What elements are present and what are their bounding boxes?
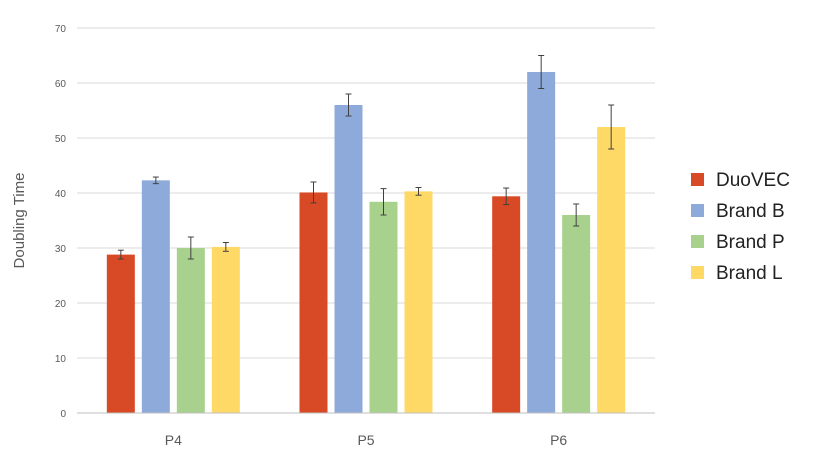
y-axis-ticks: 0 10 20 30 40 50 60 70 bbox=[55, 24, 67, 420]
error-bar bbox=[222, 242, 229, 252]
legend: DuoVEC Brand B Brand P Brand L bbox=[691, 170, 790, 284]
bars bbox=[106, 72, 626, 413]
y-axis-label: Doubling Time bbox=[11, 173, 28, 269]
error-bar bbox=[538, 55, 545, 89]
legend-item: Brand L bbox=[691, 263, 783, 284]
y-tick-label: 50 bbox=[55, 134, 67, 145]
y-tick-label: 10 bbox=[55, 354, 67, 365]
legend-label: DuoVEC bbox=[716, 170, 790, 191]
legend-swatch bbox=[691, 204, 704, 217]
x-tick-label: P4 bbox=[165, 432, 182, 448]
x-tick-label: P6 bbox=[550, 432, 567, 448]
legend-item: Brand P bbox=[691, 232, 785, 253]
y-tick-label: 40 bbox=[55, 189, 67, 200]
error-bar bbox=[380, 188, 387, 216]
x-axis-ticks: P4 P5 P6 bbox=[165, 432, 568, 448]
error-bar bbox=[310, 181, 317, 204]
error-bar bbox=[608, 104, 615, 150]
legend-swatch bbox=[691, 235, 704, 248]
legend-label: Brand P bbox=[716, 232, 785, 253]
bar-brand-b-p5 bbox=[334, 105, 363, 413]
bar-brand-l-p6 bbox=[597, 127, 626, 413]
error-bar bbox=[573, 203, 580, 227]
error-bar bbox=[152, 176, 159, 185]
bar-brand-p-p6 bbox=[562, 215, 591, 413]
error-bar bbox=[187, 236, 194, 260]
bar-duovec-p6 bbox=[492, 196, 521, 413]
bar-duovec-p4 bbox=[106, 254, 135, 413]
legend-swatch bbox=[691, 266, 704, 279]
bar-brand-p-p5 bbox=[369, 201, 398, 413]
x-tick-label: P5 bbox=[357, 432, 374, 448]
error-bar bbox=[117, 249, 124, 260]
bar-brand-b-p4 bbox=[141, 180, 170, 413]
error-bar bbox=[503, 187, 510, 206]
legend-swatch bbox=[691, 173, 704, 186]
bar-brand-l-p5 bbox=[404, 191, 433, 413]
y-tick-label: 70 bbox=[55, 24, 67, 35]
legend-label: Brand B bbox=[716, 201, 785, 222]
y-tick-label: 60 bbox=[55, 79, 67, 90]
bar-brand-p-p4 bbox=[176, 248, 205, 413]
y-tick-label: 20 bbox=[55, 299, 67, 310]
legend-item: DuoVEC bbox=[691, 170, 790, 191]
error-bars bbox=[117, 55, 615, 260]
y-tick-label: 30 bbox=[55, 244, 67, 255]
legend-label: Brand L bbox=[716, 263, 783, 284]
error-bar bbox=[415, 187, 422, 196]
bar-duovec-p5 bbox=[299, 192, 328, 413]
legend-item: Brand B bbox=[691, 201, 785, 222]
error-bar bbox=[345, 93, 352, 117]
y-tick-label: 0 bbox=[60, 409, 66, 420]
gridlines bbox=[77, 27, 655, 359]
bar-brand-l-p4 bbox=[211, 246, 240, 413]
bar-brand-b-p6 bbox=[527, 72, 556, 413]
